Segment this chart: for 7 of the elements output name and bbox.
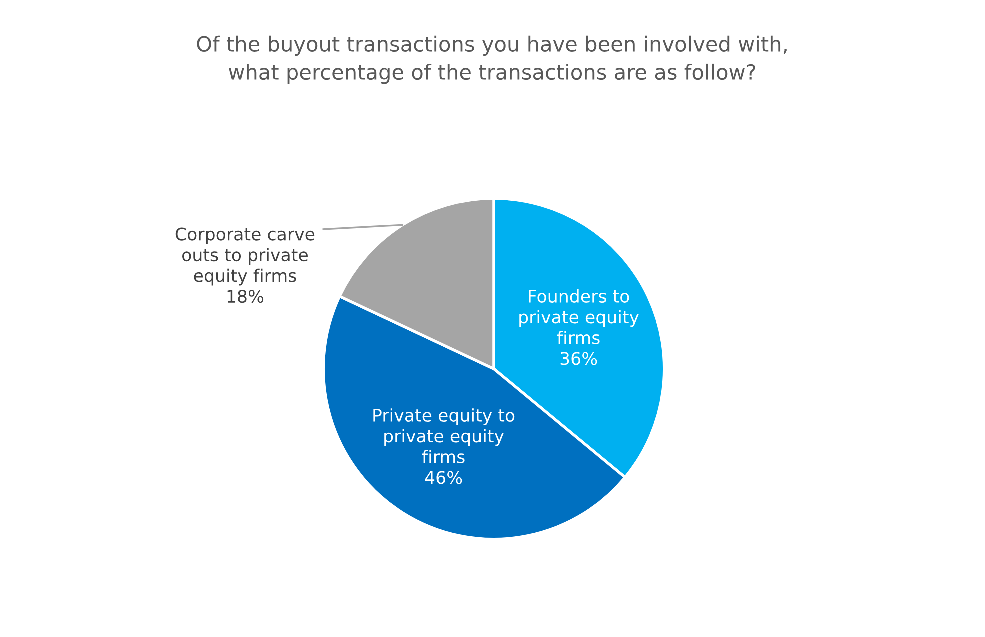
data-label: 18%	[228, 290, 264, 304]
slice-label: Corporate carve outs to private equity firms	[176, 228, 315, 286]
chart-title: Of the buyout transactions you have been involved with, what percentage of the transactions are as follow?	[197, 36, 787, 84]
data-label: 46%	[425, 471, 462, 484]
data-label: 36%	[560, 352, 598, 366]
slice-label: Private equity to private equity firms	[374, 408, 515, 464]
slice-label: Founders to private equity firms	[520, 290, 640, 345]
